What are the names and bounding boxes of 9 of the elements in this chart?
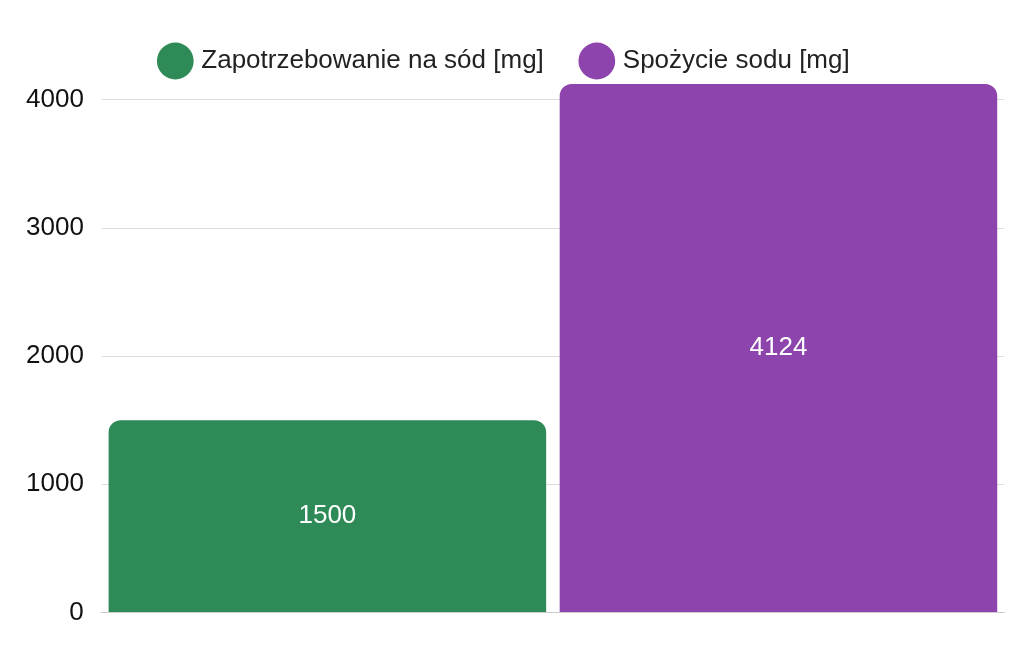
legend-label: Spożycie sodu [mg] [622, 44, 850, 75]
y-tick-label: 0 [69, 595, 84, 626]
y-tick-label: 2000 [26, 339, 84, 370]
legend-label: Zapotrzebowanie na sód [mg] [201, 44, 544, 75]
data-label: 1500 [298, 499, 357, 530]
y-tick-label: 3000 [26, 211, 84, 242]
data-label: 4124 [749, 331, 808, 362]
y-tick-label: 4000 [26, 83, 84, 114]
y-tick-label: 1000 [26, 467, 84, 498]
